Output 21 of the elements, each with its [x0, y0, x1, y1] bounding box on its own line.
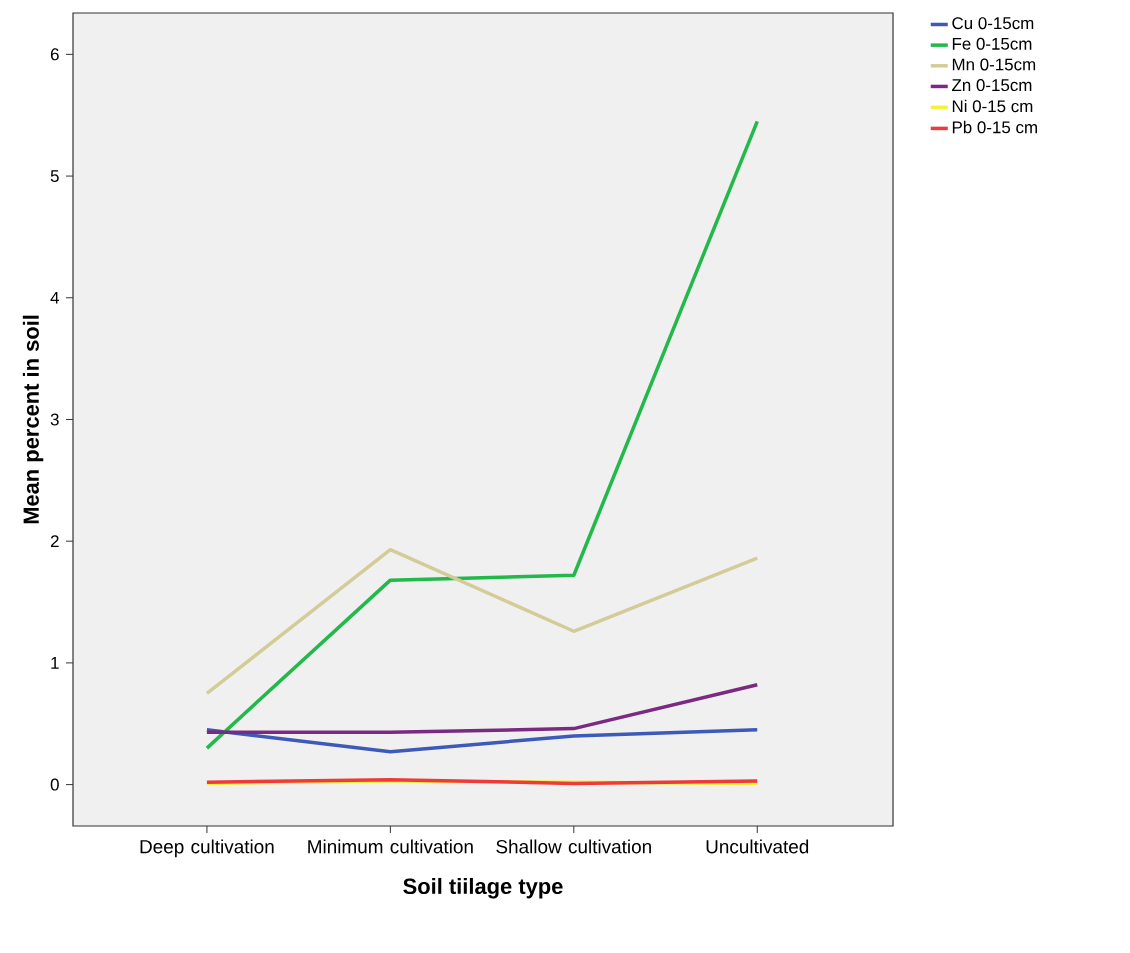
legend-label: Ni 0-15 cm: [952, 99, 1033, 113]
legend-label: Pb 0-15 cm: [952, 120, 1037, 134]
y-tick-label: 4: [50, 291, 59, 304]
legend-label: Mn 0-15cm: [952, 58, 1036, 71]
y-tick-label: 0: [50, 778, 59, 791]
y-tick-label: 5: [50, 170, 59, 182]
legend-label: Zn 0-15cm: [952, 79, 1032, 92]
y-axis-title: Mean percent in soil: [22, 315, 44, 524]
x-tick-label: Deep cultivation: [140, 839, 274, 858]
y-tick-label: 3: [50, 413, 59, 426]
x-tick-label: Shallow cultivation: [496, 839, 651, 854]
line-series: [205, 119, 760, 750]
legend-label: Cu 0-15cm: [952, 17, 1034, 30]
y-tick-label: 6: [50, 48, 59, 61]
x-axis-title: Soil tiilage type: [403, 877, 563, 899]
line-series: [205, 547, 760, 696]
y-tick-label: 2: [50, 535, 59, 548]
x-tick-label: Uncultivated: [706, 839, 809, 854]
x-tick-label: Minimum cultivation: [308, 839, 473, 854]
legend-label: Fe 0-15cm: [952, 37, 1032, 50]
y-tick-label: 1: [51, 657, 59, 669]
